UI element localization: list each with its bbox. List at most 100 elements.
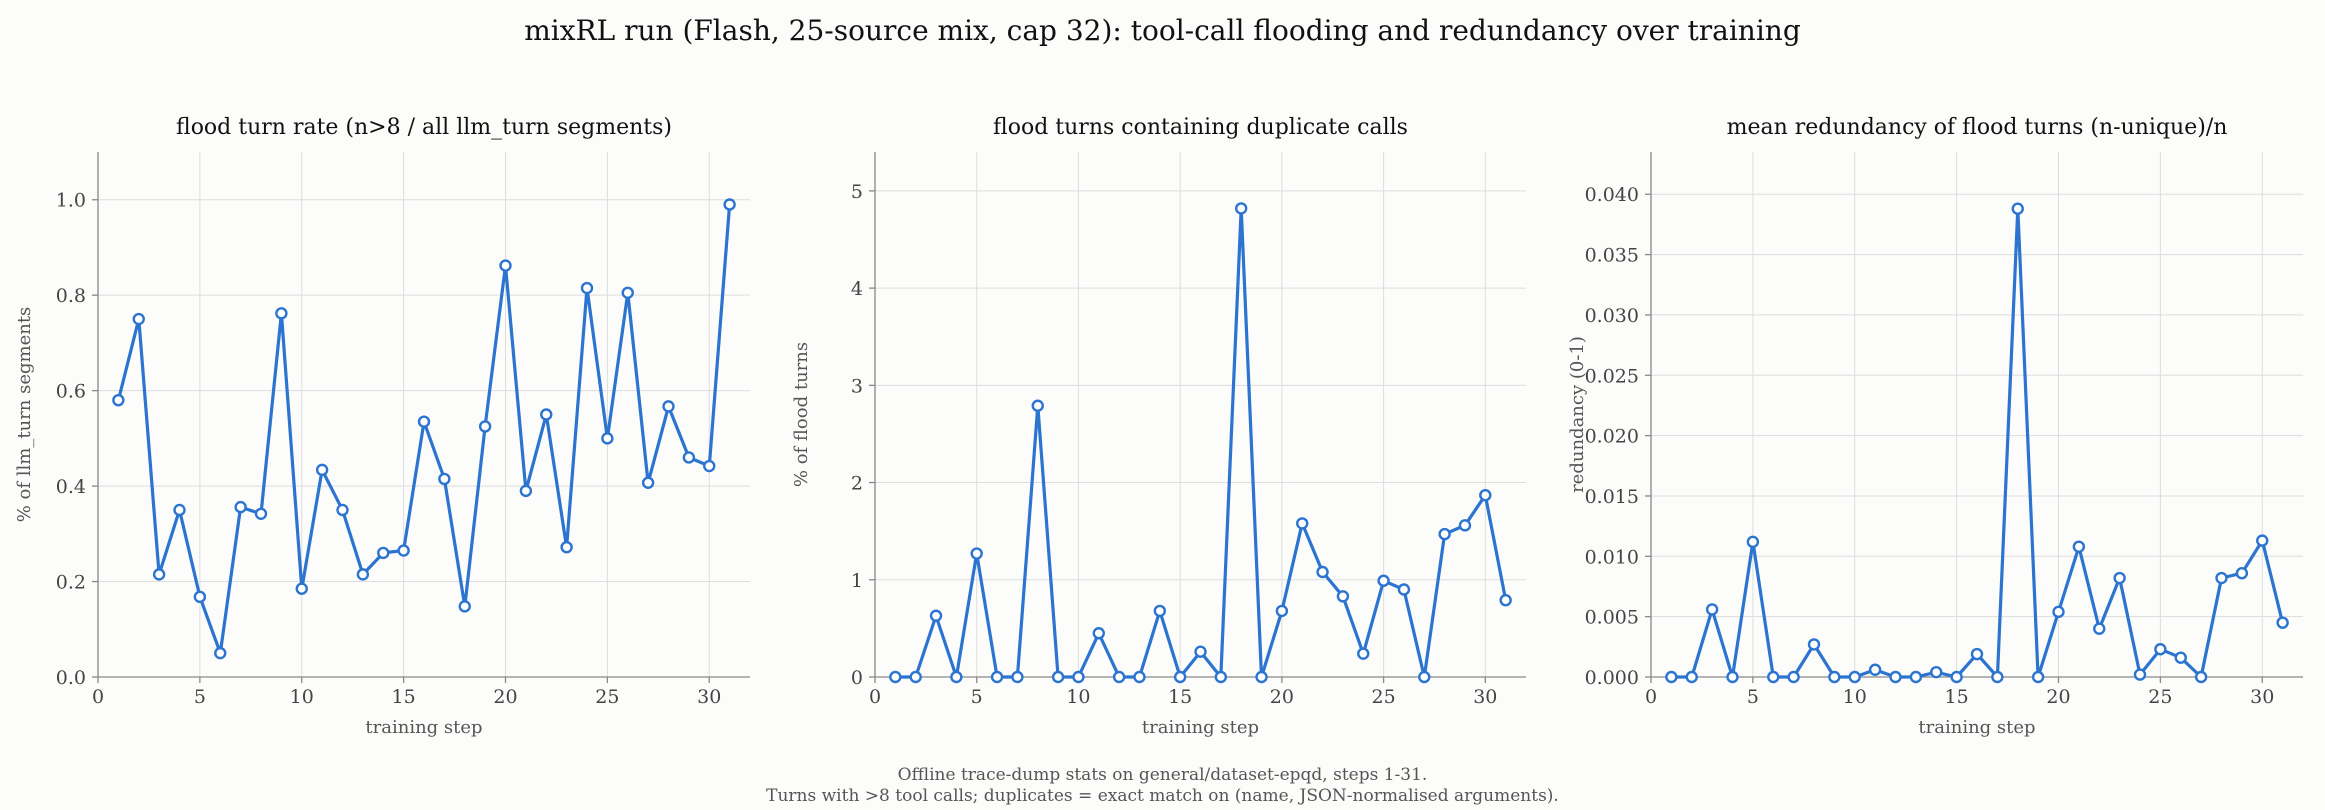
data-point xyxy=(1685,670,1698,684)
data-point xyxy=(560,540,573,554)
data-point xyxy=(682,451,696,464)
y-tick-label: 0.020 xyxy=(1585,426,1639,448)
data-point xyxy=(275,307,288,320)
data-point xyxy=(1726,670,1739,684)
x-tick-label: 30 xyxy=(1473,686,1497,708)
y-tick-label: 0.015 xyxy=(1585,486,1639,508)
data-point xyxy=(1787,670,1800,684)
data-point xyxy=(152,568,166,581)
y-tick-label: 0 xyxy=(851,667,863,689)
y-tick-label: 0.0 xyxy=(56,667,86,689)
x-tick-label: 25 xyxy=(595,686,619,708)
x-axis-label: training step xyxy=(1918,717,2035,738)
data-point xyxy=(1499,593,1512,607)
data-point xyxy=(950,670,963,684)
data-point xyxy=(1889,670,1902,684)
data-point xyxy=(1011,670,1024,684)
data-point xyxy=(1112,670,1126,684)
footnote-line-2: Turns with >8 tool calls; duplicates = e… xyxy=(766,786,1559,806)
chart-panel-2: 0 5 10 15 20 25 30 0 1 2 3 4 5 flood turns containing… xyxy=(791,115,1526,738)
series-line xyxy=(895,206,1508,679)
data-point xyxy=(1868,663,1882,676)
data-point xyxy=(1234,202,1248,215)
data-point xyxy=(2235,567,2249,580)
data-point xyxy=(315,463,329,477)
data-point xyxy=(580,281,594,295)
x-tick-label: 25 xyxy=(1372,686,1396,708)
data-point xyxy=(1807,638,1821,651)
data-point xyxy=(112,393,125,407)
data-point xyxy=(1950,670,1963,684)
y-tick-label: 0.040 xyxy=(1585,184,1639,206)
data-point xyxy=(1970,647,1984,661)
x-tick-label: 20 xyxy=(2046,686,2070,708)
data-point xyxy=(1665,670,1678,684)
data-point xyxy=(990,670,1004,684)
x-tick-label: 10 xyxy=(1066,686,1090,708)
y-tick-label: 5 xyxy=(851,181,863,203)
x-axis-label: training step xyxy=(1142,717,1259,738)
data-point xyxy=(1767,670,1780,684)
y-tick-label: 0.000 xyxy=(1585,667,1639,689)
data-point xyxy=(1746,535,1760,549)
y-axis-label: redundancy (0-1) xyxy=(1567,336,1588,493)
y-tick-label: 0.8 xyxy=(56,285,86,307)
data-point xyxy=(1296,517,1309,530)
data-point xyxy=(641,476,655,489)
figure-title: mixRL run (Flash, 25-source mix, cap 32)… xyxy=(524,14,1801,47)
y-tick-label: 0.010 xyxy=(1585,546,1639,568)
y-tick-label: 4 xyxy=(851,278,863,300)
data-point xyxy=(1214,670,1228,684)
data-point xyxy=(621,286,634,299)
data-point xyxy=(1133,670,1146,684)
chart-title: flood turns containing duplicate calls xyxy=(993,115,1408,140)
data-point xyxy=(2194,670,2208,684)
data-point xyxy=(1930,665,1943,679)
x-tick-label: 5 xyxy=(1747,686,1759,708)
x-tick-label: 0 xyxy=(92,686,104,708)
data-point xyxy=(970,547,983,560)
data-point xyxy=(1194,645,1207,658)
data-point xyxy=(173,503,186,517)
x-tick-label: 10 xyxy=(1843,686,1867,708)
data-point xyxy=(1705,603,1719,616)
x-tick-label: 30 xyxy=(697,686,721,708)
data-point xyxy=(1397,583,1411,596)
data-point xyxy=(2276,616,2289,629)
data-point xyxy=(889,670,902,684)
y-axis-label: % of flood turns xyxy=(791,342,812,487)
data-point xyxy=(234,500,247,514)
data-point xyxy=(1336,590,1350,603)
data-point xyxy=(2215,571,2228,585)
data-point xyxy=(1316,565,1329,579)
x-tick-label: 10 xyxy=(290,686,314,708)
data-point xyxy=(499,259,512,272)
data-point xyxy=(132,312,145,326)
data-point xyxy=(1255,670,1268,684)
data-point xyxy=(1092,627,1105,640)
y-tick-label: 0.030 xyxy=(1585,305,1639,327)
y-axis-label: % of llm_turn segments xyxy=(14,307,35,523)
data-point xyxy=(1909,670,1923,684)
chart-panel-1: 0 5 10 15 20 25 30 0.0 0.2 0.4 0.6 0.8 1.0 flood turn… xyxy=(14,115,750,738)
data-point xyxy=(1418,670,1431,684)
data-point xyxy=(377,546,390,560)
data-point xyxy=(1051,670,1065,684)
data-point xyxy=(929,609,943,622)
chart-title: mean redundancy of flood turns (n-unique… xyxy=(1727,115,2228,140)
y-tick-label: 0.005 xyxy=(1585,607,1639,629)
data-point xyxy=(1275,604,1289,618)
data-point xyxy=(662,400,675,413)
y-tick-label: 0.2 xyxy=(56,572,86,594)
data-point xyxy=(254,507,268,520)
x-tick-label: 0 xyxy=(1645,686,1657,708)
y-tick-label: 3 xyxy=(851,375,863,397)
data-point xyxy=(458,600,471,613)
y-tick-label: 0.025 xyxy=(1585,365,1639,387)
data-point xyxy=(2011,202,2024,215)
x-tick-label: 5 xyxy=(971,686,983,708)
data-point xyxy=(1991,670,2004,684)
x-tick-label: 5 xyxy=(194,686,206,708)
data-point xyxy=(1438,527,1451,541)
x-tick-label: 30 xyxy=(2250,686,2274,708)
